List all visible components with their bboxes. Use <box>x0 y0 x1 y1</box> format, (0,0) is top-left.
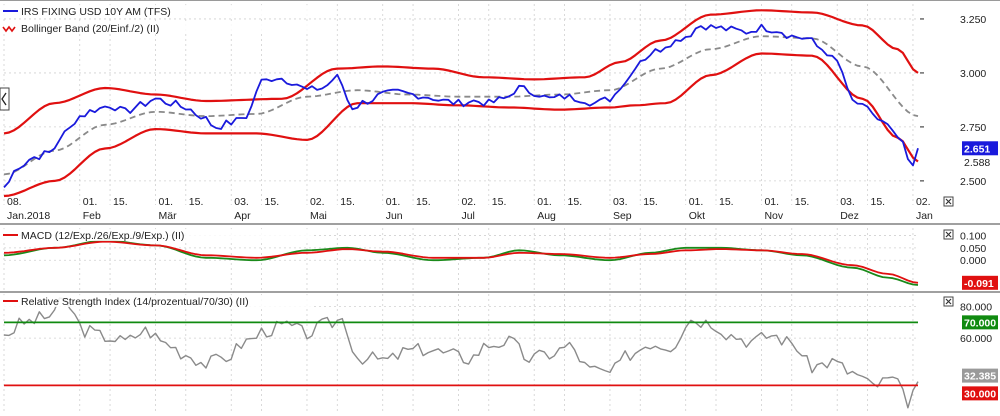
x-tick-top-label: 02. <box>916 196 931 208</box>
macd-signal-last-value: -0.091 <box>962 275 998 290</box>
x-tick-top-label: 15. <box>265 196 280 208</box>
x-tick-top-label: 15. <box>643 196 658 208</box>
legend-price: IRS FIXING USD 10Y AM (TFS) <box>2 5 312 18</box>
price-last-value-text: 2.651 <box>964 143 990 155</box>
rsi-level-70-value-text: 70.000 <box>964 317 996 329</box>
x-tick-top-label: 02. <box>461 196 476 208</box>
series-lines <box>3 9 919 409</box>
rsi-level-30-value-box <box>962 386 998 401</box>
x-tick-top-label: 15. <box>871 196 886 208</box>
x-tick-bottom-label: Dez <box>840 210 859 222</box>
x-tick-bottom-label: Sep <box>613 210 632 222</box>
price-last-value-box <box>962 141 998 156</box>
price-last-value: 2.651 <box>962 141 998 156</box>
legend-bollinger: Bollinger Band (20/Einf./2) (II) <box>2 22 312 35</box>
legend-price-bg <box>2 5 312 17</box>
x-tick-top-label: 02. <box>310 196 325 208</box>
x-tick-top-label: 01. <box>83 196 98 208</box>
x-tick-bottom-label: Okt <box>689 210 705 222</box>
rsi-level-70-value-box <box>962 315 998 330</box>
macd-signal-last-value-box <box>962 275 998 290</box>
bollinger-upper-line <box>3 9 919 135</box>
legend-rsi: Relative Strength Index (14/prozentual/7… <box>2 295 312 308</box>
x-tick-top-label: 15. <box>492 196 507 208</box>
legend-price-text: IRS FIXING USD 10Y AM (TFS) <box>21 6 171 18</box>
rsi-last-value: 32.385 <box>962 368 998 383</box>
x-tick-bottom-label: Aug <box>537 210 556 222</box>
x-tick-bottom-label: Jul <box>461 210 474 222</box>
bollinger-lower-last-value: 2.588 <box>964 157 990 169</box>
x-tick-bottom-label: Jun <box>386 210 403 222</box>
x-tick-top-label: 08. <box>7 196 22 208</box>
chevron-left-icon <box>1 92 7 106</box>
rsi-last-value-text: 32.385 <box>964 371 996 383</box>
bollinger-middle-line <box>3 35 919 176</box>
price-y-tick-label: 3.250 <box>960 14 986 26</box>
x-tick-top-label: 01. <box>158 196 173 208</box>
legend-rsi-bg <box>2 295 312 307</box>
x-tick-top-label: 15. <box>795 196 810 208</box>
bollinger-lower-line <box>3 52 919 198</box>
macd-signal-line <box>3 240 919 284</box>
x-tick-top-label: 15. <box>340 196 355 208</box>
legend-rsi-text: Relative Strength Index (14/prozentual/7… <box>21 296 249 308</box>
panel-borders <box>0 0 1000 293</box>
rsi-level-70-value: 70.000 <box>962 315 998 330</box>
price-y-tick-label: 2.750 <box>960 122 986 134</box>
legend-bollinger-swatch <box>2 25 16 33</box>
x-tick-top-label: 01. <box>689 196 704 208</box>
x-tick-top-label: 03. <box>613 196 628 208</box>
legend-macd: MACD (12/Exp./26/Exp./9/Exp.) (II) <box>2 229 312 242</box>
close-icon-cross <box>945 298 952 305</box>
x-tick-top-label: 15. <box>189 196 204 208</box>
x-tick-top-label: 03. <box>234 196 249 208</box>
rsi-line <box>3 297 919 409</box>
x-tick-top-label: 01. <box>537 196 552 208</box>
rsi-level-30-value: 30.000 <box>962 386 998 401</box>
macd-signal-last-value-text: -0.091 <box>964 278 994 290</box>
x-tick-top-label: 15. <box>568 196 583 208</box>
x-tick-top-label: 01. <box>386 196 401 208</box>
x-tick-bottom-label: Nov <box>764 210 783 222</box>
close-icon-cross <box>945 231 952 238</box>
x-tick-top-label: 15. <box>719 196 734 208</box>
macd-y-tick-label: 0.050 <box>960 243 986 255</box>
price-panel-close-icon[interactable] <box>943 196 954 207</box>
rsi-last-value-box <box>962 368 998 383</box>
price-line <box>3 23 919 188</box>
rsi-y-tick-label: 80.000 <box>960 302 992 314</box>
legend-macd-text: MACD (12/Exp./26/Exp./9/Exp.) (II) <box>21 230 184 242</box>
rsi-levels <box>4 321 918 387</box>
x-tick-top-label: 03. <box>840 196 855 208</box>
rsi-y-tick-label: 60.000 <box>960 333 992 345</box>
x-tick-bottom-label: Jan <box>916 210 933 222</box>
price-y-tick-label: 2.500 <box>960 176 986 188</box>
legends: IRS FIXING USD 10Y AM (TFS) Bollinger Ban… <box>2 5 312 308</box>
macd-panel-close-icon[interactable] <box>943 229 954 240</box>
close-icon-cross <box>945 198 952 205</box>
x-tick-top-label: 15. <box>416 196 431 208</box>
legend-macd-bg <box>2 229 312 241</box>
x-tick-bottom-label: Jan.2018 <box>7 210 50 222</box>
macd-y-tick-label: 0.100 <box>960 230 986 242</box>
window-controls <box>0 87 954 307</box>
x-tick-bottom-label: Mai <box>310 210 327 222</box>
collapse-toggle[interactable] <box>0 87 10 111</box>
collapse-toggle-box <box>0 87 10 111</box>
x-tick-bottom-label: Feb <box>83 210 101 222</box>
macd-y-tick-label: 0.000 <box>960 255 986 267</box>
x-tick-bottom-label: Apr <box>234 210 251 222</box>
rsi-panel-close-icon[interactable] <box>943 296 954 307</box>
price-y-tick-label: 3.000 <box>960 68 986 80</box>
x-tick-top-label: 15. <box>113 196 128 208</box>
x-tick-bottom-label: Mär <box>158 210 177 222</box>
legend-bollinger-bg <box>2 22 312 34</box>
legend-bollinger-text: Bollinger Band (20/Einf./2) (II) <box>21 23 159 35</box>
x-tick-top-label: 01. <box>764 196 779 208</box>
rsi-level-30-value-text: 30.000 <box>964 388 996 400</box>
macd-line <box>3 239 919 286</box>
